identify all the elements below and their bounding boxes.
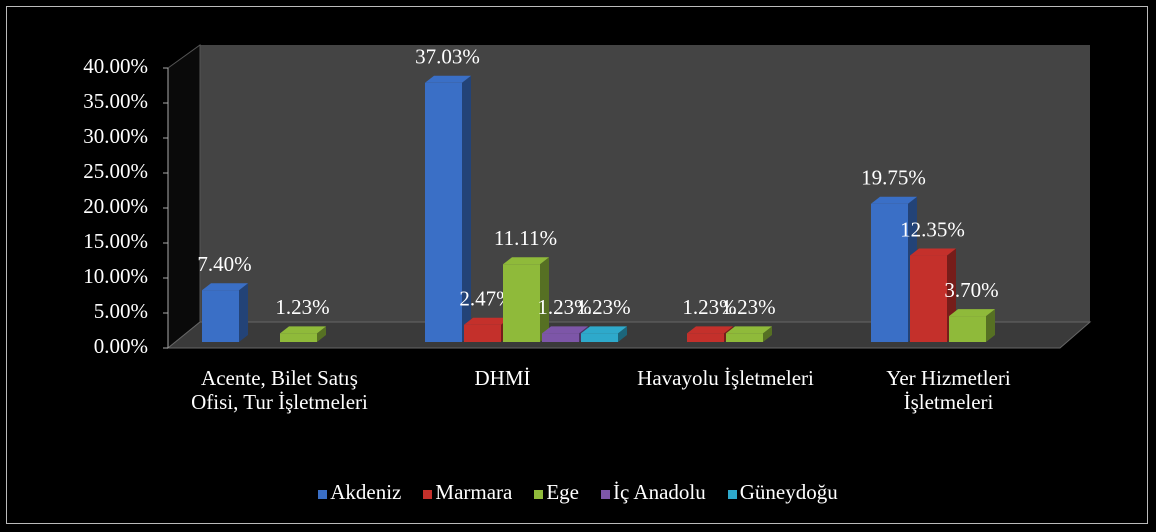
bar-face	[910, 255, 947, 342]
bar	[949, 309, 995, 342]
bar-face	[503, 264, 540, 342]
legend: Akdeniz Marmara Ege İç Anadolu Güneydoğu	[0, 480, 1156, 505]
bar-face	[726, 333, 763, 342]
y-tick-label: 10.00%	[83, 264, 148, 288]
bar-face	[949, 316, 986, 342]
y-tick-label: 35.00%	[83, 89, 148, 113]
y-tick-label: 25.00%	[83, 159, 148, 183]
y-tick-label: 30.00%	[83, 124, 148, 148]
value-label: 19.75%	[861, 166, 926, 190]
x-tick-label: Acente, Bilet Satış Ofisi, Tur İşletmele…	[191, 366, 368, 414]
y-tick-label: 5.00%	[94, 299, 148, 323]
legend-label: Ege	[546, 480, 580, 504]
value-label: 1.23%	[275, 295, 329, 319]
legend-swatch	[601, 489, 611, 499]
floor	[166, 321, 1092, 349]
bar	[503, 257, 549, 342]
legend-swatch	[534, 489, 544, 499]
bar-face	[202, 290, 239, 342]
bar	[280, 326, 326, 342]
bar-face	[464, 317, 510, 325]
legend-label: Akdeniz	[330, 480, 402, 504]
bar-face	[202, 283, 248, 291]
value-label: 12.35%	[900, 217, 965, 241]
bar-face	[462, 75, 471, 342]
bar-face	[986, 309, 995, 342]
bar	[581, 326, 627, 342]
legend-label: Güneydoğu	[739, 480, 838, 504]
bar-face	[317, 326, 326, 342]
y-tick-label: 20.00%	[83, 194, 148, 218]
legend-swatch	[423, 489, 433, 499]
bar-face	[540, 257, 549, 342]
value-label: 1.23%	[537, 295, 591, 319]
legend-label: İç Anadolu	[613, 480, 706, 504]
y-tick-label: 40.00%	[83, 54, 148, 78]
x-tick-label: Yer Hizmetleri İşletmeleri	[886, 366, 1011, 414]
bar-face	[581, 333, 618, 342]
x-tick-label: Havayolu İşletmeleri	[637, 366, 814, 390]
legend-item: Güneydoğu	[727, 480, 838, 505]
bar-face	[280, 333, 317, 342]
bar-face	[687, 326, 733, 334]
bar-face	[687, 333, 724, 342]
y-tick-label: 15.00%	[83, 229, 148, 253]
value-label: 1.23%	[682, 295, 736, 319]
value-label: 1.23%	[721, 295, 775, 319]
value-label: 3.70%	[944, 278, 998, 302]
bar-face	[618, 326, 627, 342]
side-wall	[167, 44, 201, 350]
value-label: 1.23%	[576, 295, 630, 319]
x-tick-label: DHMİ	[474, 366, 531, 390]
legend-item: Ege	[534, 480, 579, 505]
legend-swatch	[318, 489, 328, 499]
bar-face	[871, 196, 917, 204]
bar-face	[542, 333, 579, 342]
y-tick-label: 0.00%	[94, 334, 148, 358]
bar-face	[542, 326, 588, 334]
bar-face	[763, 326, 772, 342]
bar	[425, 75, 471, 342]
legend-item: Akdeniz	[318, 480, 401, 505]
bar-face	[464, 324, 501, 342]
legend-swatch	[727, 489, 737, 499]
bar-face	[910, 248, 956, 256]
legend-item: Marmara	[423, 480, 512, 505]
back-wall	[200, 45, 1090, 322]
bar-face	[581, 326, 627, 334]
bar	[202, 283, 248, 342]
bar-face	[239, 283, 248, 342]
bar-face	[871, 203, 908, 342]
value-label: 11.11%	[494, 226, 557, 250]
bar-face	[503, 257, 549, 265]
legend-item: İç Anadolu	[601, 480, 706, 505]
chart-border	[6, 6, 1148, 524]
bar	[726, 326, 772, 342]
legend-label: Marmara	[435, 480, 513, 504]
bar-face	[949, 309, 995, 317]
value-label: 7.40%	[197, 252, 251, 276]
bar-face	[425, 75, 471, 83]
bar-face	[280, 326, 326, 334]
bar-face	[425, 82, 462, 342]
bar-face	[726, 326, 772, 334]
value-label: 37.03%	[415, 45, 480, 69]
